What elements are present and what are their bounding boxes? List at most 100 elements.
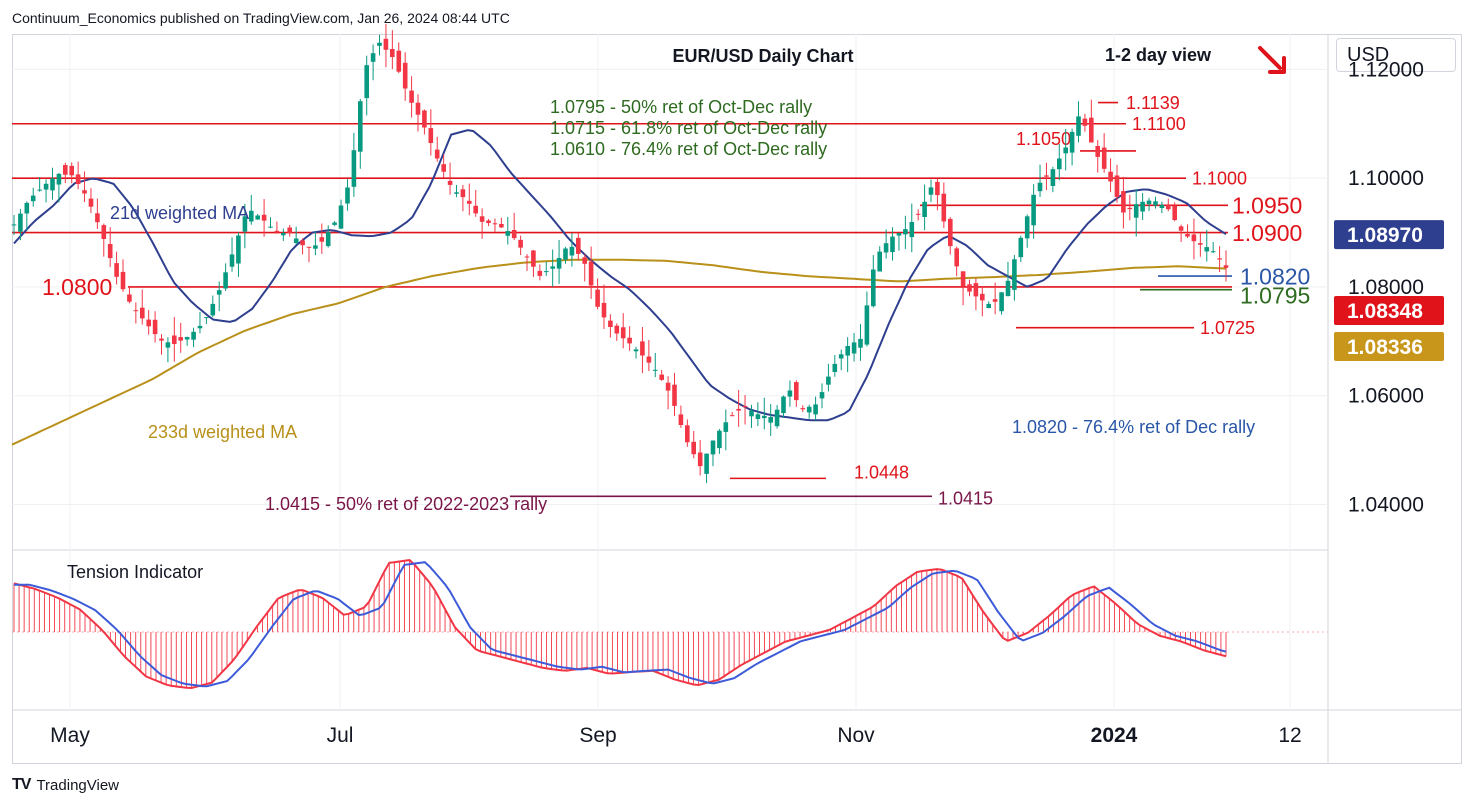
candle-body	[383, 38, 389, 50]
candle	[1018, 235, 1024, 263]
level-label-1-0950: 1.0950	[1232, 193, 1302, 219]
candle	[992, 282, 998, 315]
candle	[268, 217, 273, 229]
candle	[967, 279, 972, 297]
candle-body	[236, 235, 241, 264]
candle	[63, 162, 68, 184]
candle	[1095, 139, 1100, 173]
oscillator-histogram	[13, 560, 1227, 689]
candle	[351, 132, 357, 197]
candle-body	[146, 319, 151, 327]
candle	[909, 203, 915, 253]
x-tick-label: Sep	[579, 724, 616, 747]
candle	[223, 263, 228, 291]
candle-body	[505, 231, 511, 236]
candle-body	[595, 289, 600, 307]
candle-body	[524, 256, 530, 258]
candle	[1037, 164, 1043, 197]
candle-body	[851, 342, 857, 354]
currency-selector[interactable]: USD	[1336, 38, 1456, 72]
candle	[1005, 261, 1011, 297]
candle	[531, 249, 536, 277]
candle-body	[838, 354, 844, 359]
candle-body	[1191, 234, 1197, 242]
candle	[582, 254, 587, 282]
candle	[653, 352, 658, 378]
candle-body	[710, 440, 716, 455]
candle	[883, 229, 889, 259]
candle	[345, 179, 350, 211]
candle-body	[627, 337, 632, 344]
candle-body	[685, 425, 690, 443]
candle	[101, 223, 107, 257]
candle	[576, 232, 581, 261]
candle	[563, 246, 568, 264]
candle	[948, 217, 953, 255]
price-badge-bg	[1334, 296, 1444, 325]
candle-body	[883, 243, 889, 253]
candle-body	[531, 250, 536, 267]
candle-body	[499, 224, 504, 228]
candle-body	[370, 53, 376, 62]
candle-body	[826, 376, 831, 385]
candle	[1127, 194, 1133, 221]
candle-body	[377, 42, 382, 46]
candle	[685, 419, 690, 447]
candle	[261, 199, 267, 237]
candle	[999, 291, 1004, 315]
candle	[146, 310, 151, 335]
candle-body	[1127, 207, 1133, 210]
candle-body	[364, 65, 369, 99]
candle	[216, 281, 222, 312]
candle	[960, 271, 966, 306]
candle-body	[704, 453, 709, 474]
oscillator-slow-line	[14, 561, 1227, 688]
candle	[133, 302, 139, 324]
candle-body	[659, 374, 664, 380]
candle	[524, 254, 530, 272]
candle-body	[351, 150, 357, 187]
candle	[300, 238, 305, 255]
candle-body	[1185, 234, 1190, 237]
candle-body	[909, 222, 915, 238]
candle	[1146, 197, 1152, 211]
candle	[550, 249, 555, 287]
candle	[1191, 218, 1197, 260]
candle	[717, 428, 722, 454]
candle	[319, 223, 325, 254]
candle-body	[922, 201, 927, 217]
candle-body	[1121, 191, 1126, 213]
candle	[1012, 255, 1017, 301]
candle-body	[18, 213, 23, 232]
candle-body	[992, 299, 998, 302]
candle-body	[216, 290, 222, 295]
candle-body	[1223, 265, 1229, 268]
candle-body	[518, 239, 523, 248]
candle	[364, 55, 369, 116]
candle-body	[486, 220, 491, 223]
candle-body	[325, 232, 331, 247]
candle-body	[768, 417, 773, 423]
candle	[18, 208, 23, 241]
chart-frame	[12, 34, 1462, 764]
candle-body	[858, 338, 863, 348]
candle	[665, 376, 671, 410]
candle-body	[1018, 237, 1024, 258]
candle-body	[460, 189, 466, 198]
candle	[826, 363, 831, 392]
candle-body	[633, 349, 639, 352]
candle-body	[1217, 258, 1222, 260]
candle	[640, 327, 645, 374]
ma21-line	[13, 129, 1227, 422]
ma21-label: 21d weighted MA	[110, 203, 249, 223]
footer-brand-label: TradingView	[36, 776, 119, 794]
candle-body	[941, 193, 947, 222]
candle	[601, 284, 607, 330]
candle-body	[806, 406, 812, 413]
candle-body	[813, 404, 818, 415]
candle-body	[1198, 243, 1203, 245]
candle	[1063, 129, 1068, 171]
candle	[43, 179, 49, 203]
candle-body	[691, 441, 696, 455]
